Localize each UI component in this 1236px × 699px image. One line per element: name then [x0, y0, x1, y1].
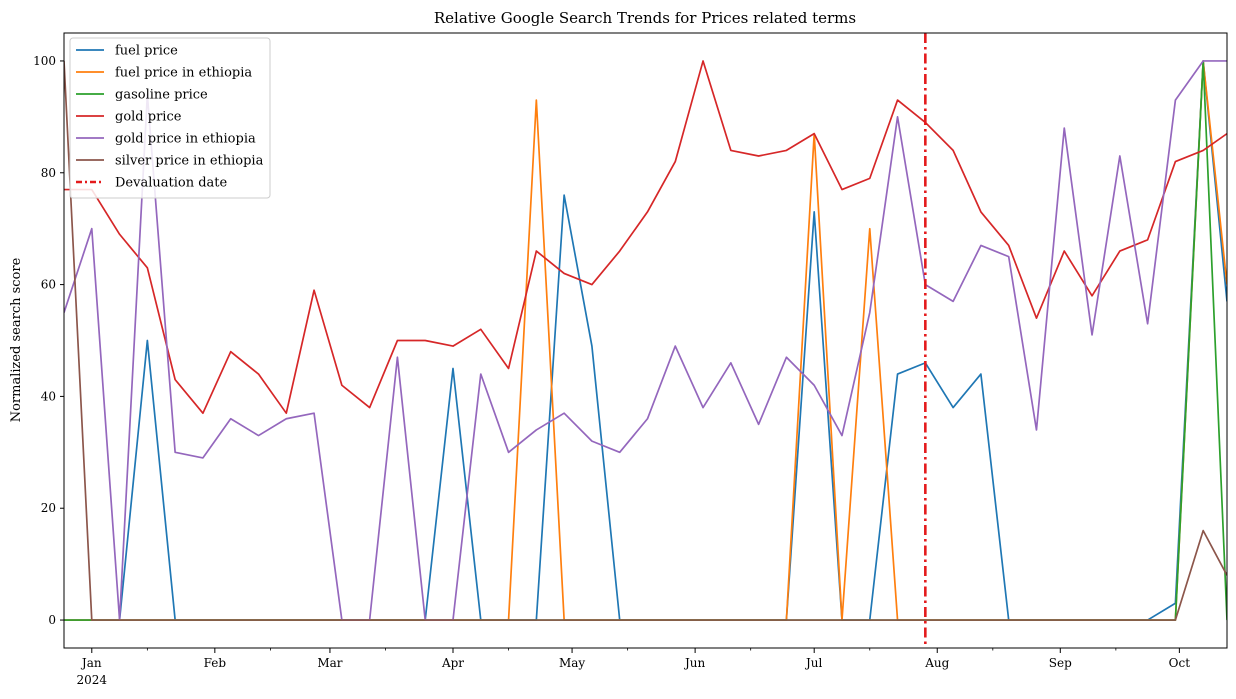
chart-title: Relative Google Search Trends for Prices…: [434, 9, 856, 27]
legend-entry: gold price in ethiopia: [115, 132, 256, 147]
legend-entry: silver price in ethiopia: [115, 154, 264, 169]
y-axis: 0 20 40 60 80 100: [33, 54, 64, 627]
y-tick-label: 80: [41, 166, 56, 180]
legend-entry: fuel price: [115, 44, 178, 59]
series-line-3: [64, 60, 1227, 415]
x-axis: Jan 2024 Feb Mar Apr May Jun Jul Aug Sep Oct: [77, 648, 1191, 687]
series-line-4: [64, 60, 1227, 621]
x-tick-label: Jan: [80, 656, 102, 670]
legend-box: [69, 37, 271, 199]
x-tick-label: Jun: [683, 656, 706, 670]
x-tick-label: Sep: [1049, 656, 1072, 670]
y-tick-label: 0: [48, 613, 56, 627]
x-tick-label: Aug: [924, 656, 949, 670]
x-tick-label: Apr: [441, 656, 464, 670]
series-line-5: [64, 60, 1227, 621]
y-axis-label: Normalized search score: [9, 257, 24, 422]
plot-area: [63, 32, 1228, 649]
x-tick-label: Oct: [1169, 656, 1191, 670]
legend-entry: gold price: [115, 110, 182, 125]
y-tick-label: 40: [41, 389, 56, 403]
y-tick-label: 100: [33, 54, 56, 68]
legend-entry: fuel price in ethiopia: [115, 66, 252, 81]
plot-frame: [63, 32, 1228, 649]
x-tick-label: Feb: [204, 656, 227, 670]
x-tick-label: Jul: [804, 656, 823, 670]
legend-entry: Devaluation date: [115, 176, 228, 191]
y-tick-label: 20: [41, 501, 56, 515]
legend: fuel price fuel price in ethiopia gasoline…: [69, 37, 271, 199]
x-tick-label: Mar: [317, 656, 342, 670]
y-tick-label: 60: [41, 278, 56, 292]
x-tick-sublabel: 2024: [77, 673, 108, 687]
x-tick-label: May: [559, 656, 585, 670]
legend-entry: gasoline price: [115, 88, 208, 103]
